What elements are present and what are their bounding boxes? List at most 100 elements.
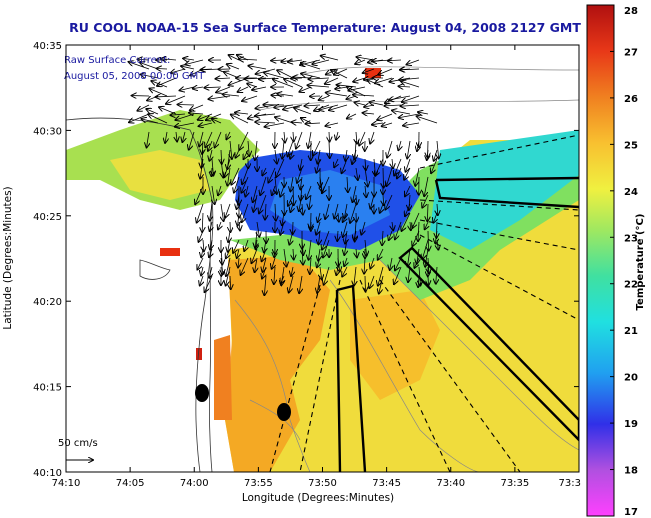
current-vector (365, 185, 366, 197)
current-vector (209, 149, 212, 161)
x-tick-label: 74:05 (116, 478, 145, 489)
y-axis: 40:10 40:15 40:20 40:25 40:30 40:35 (33, 41, 579, 479)
current-vector (236, 149, 239, 158)
current-vector (239, 221, 240, 230)
current-vector (149, 89, 168, 97)
current-vector (265, 203, 266, 220)
current-vector (378, 68, 393, 75)
current-vector (201, 248, 203, 257)
current-vector (394, 158, 402, 176)
current-vector (354, 266, 356, 286)
chart-title: RU COOL NOAA-15 Sea Surface Temperature:… (69, 20, 581, 35)
current-vector (344, 257, 347, 266)
current-vector (272, 257, 275, 269)
current-vector (255, 114, 276, 116)
colorbar-ticks: 17 18 19 20 21 22 23 24 25 26 27 28 (610, 4, 638, 518)
current-vector (387, 140, 393, 158)
current-vector (380, 203, 383, 213)
current-vector (309, 194, 311, 209)
current-vector (365, 158, 366, 170)
sst-red-patch-1 (365, 68, 381, 78)
current-vector (231, 115, 249, 124)
current-vector (291, 266, 293, 276)
current-vector (369, 102, 384, 105)
current-vector (293, 131, 294, 141)
current-vector (313, 140, 321, 156)
current-vector (318, 212, 320, 222)
current-vector (392, 158, 393, 168)
current-vector (226, 266, 231, 285)
current-vector (365, 167, 368, 186)
station-marker-1 (195, 384, 209, 402)
current-vector (382, 123, 393, 126)
current-vector (189, 131, 195, 150)
current-vector (205, 275, 213, 292)
current-vector (406, 158, 411, 172)
current-vector (312, 59, 330, 64)
current-vector (210, 203, 212, 220)
current-vector (253, 185, 258, 202)
current-vector (224, 158, 231, 177)
colorbar-tick-label: 21 (624, 326, 638, 337)
current-vector (302, 239, 303, 255)
current-vector (369, 275, 375, 288)
current-vector (275, 203, 276, 221)
current-vector (301, 185, 302, 200)
current-vector (338, 257, 340, 271)
current-vector (356, 131, 357, 144)
current-vector (161, 59, 177, 60)
current-vector (256, 239, 257, 249)
current-vector (284, 131, 285, 142)
current-vector (379, 275, 384, 294)
sst-field (66, 68, 579, 472)
current-vector (342, 266, 348, 276)
current-vector (268, 167, 276, 182)
current-vector (281, 275, 284, 283)
current-vector (223, 94, 240, 96)
current-vector (141, 74, 159, 79)
current-vector (280, 221, 284, 235)
colorbar (586, 4, 615, 517)
current-vector (290, 149, 293, 159)
current-vector (325, 77, 339, 84)
current-vector (370, 194, 374, 209)
current-vector (242, 167, 249, 184)
current-vector (370, 257, 374, 268)
current-vector (290, 203, 293, 212)
colorbar-tick-label: 28 (624, 6, 638, 17)
current-vector (137, 104, 150, 111)
current-vector (202, 140, 203, 154)
current-vector (299, 194, 302, 211)
x-tick-label: 73:40 (436, 478, 465, 489)
x-tick-label: 74:00 (180, 478, 209, 489)
current-vector (325, 123, 339, 126)
current-vector (262, 266, 266, 278)
current-vector (227, 167, 230, 186)
current-vector (218, 221, 221, 229)
current-vector (241, 257, 249, 275)
y-axis-label: Latitude (Degrees:Minutes) (2, 186, 14, 329)
colorbar-tick-label: 22 (624, 280, 638, 291)
current-vector (228, 239, 230, 252)
current-vector (199, 131, 203, 146)
current-vector (395, 257, 402, 270)
current-vector (272, 185, 275, 195)
current-vector (318, 248, 320, 261)
current-vector (326, 93, 348, 97)
current-vectors (129, 55, 439, 295)
current-vector (337, 230, 338, 241)
current-vector (202, 212, 203, 232)
current-vector (322, 176, 330, 193)
current-vector (437, 239, 438, 250)
current-vector (405, 185, 411, 196)
current-vector (424, 176, 429, 196)
current-vector (343, 221, 348, 237)
current-vector (347, 113, 357, 119)
current-vector (309, 239, 311, 260)
current-vector (252, 87, 267, 90)
x-tick-label: 73:55 (244, 478, 273, 489)
current-vector (401, 105, 420, 106)
sst-north-yellow (110, 150, 210, 200)
current-vector (233, 239, 240, 253)
current-vector (199, 123, 213, 126)
